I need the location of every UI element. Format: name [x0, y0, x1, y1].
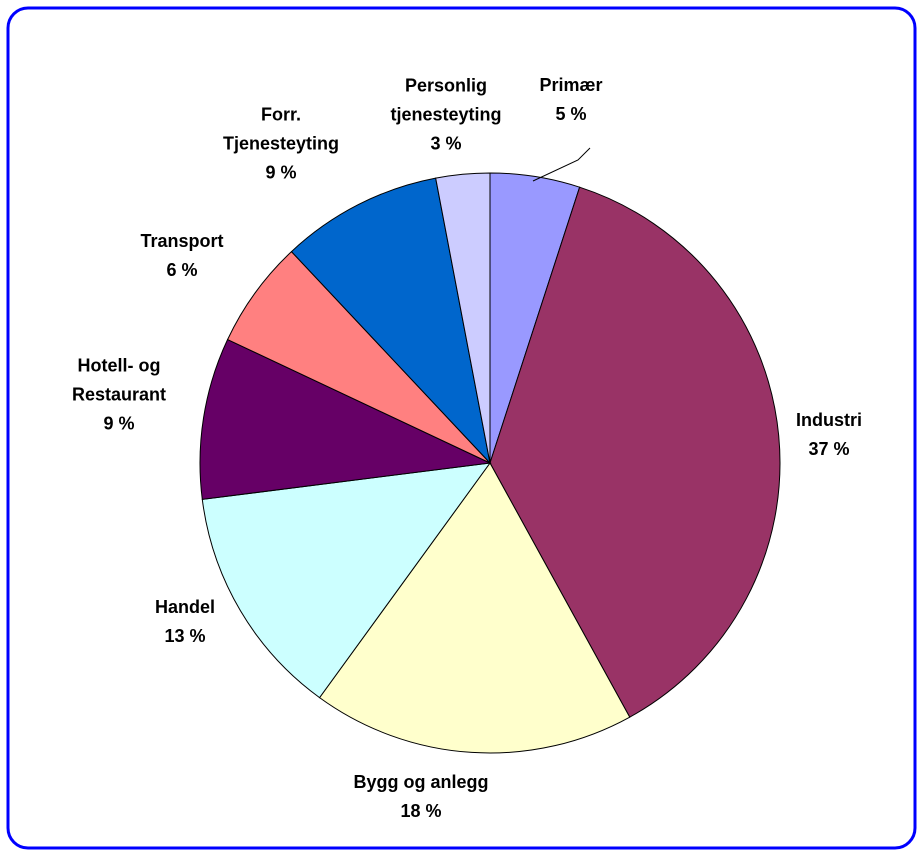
pie-slice [435, 172, 491, 464]
category-label: Forr. Tjenesteyting [222, 104, 340, 154]
pie-slice [201, 462, 492, 699]
leader-line [532, 147, 591, 182]
slice-label: Transport 6 % [140, 227, 223, 285]
pie-slice [290, 177, 491, 465]
category-label: Industri [796, 410, 862, 430]
slice-label: Handel 13 % [155, 593, 215, 651]
value-label: 9 % [265, 162, 297, 183]
pie-slice [199, 338, 492, 500]
category-label: Handel [154, 597, 216, 617]
slice-label: Hotell- og Restaurant 9 % [72, 352, 166, 439]
pie-slice [489, 186, 781, 718]
value-label: 9 % [103, 413, 135, 434]
pie-slice [318, 462, 631, 754]
value-label: 37 % [808, 439, 850, 459]
category-label: Personlig tjenesteyting [390, 75, 502, 125]
value-label: 6 % [166, 260, 198, 280]
value-label: 13 % [164, 626, 206, 646]
category-label: Primær [539, 75, 603, 95]
value-label: 5 % [555, 104, 587, 124]
slice-label: Personlig tjenesteyting 3 % [390, 72, 501, 159]
value-label: 18 % [400, 801, 442, 821]
category-label: Bygg og anlegg [353, 772, 489, 792]
pie [199, 172, 781, 754]
slice-label: Forr. Tjenesteyting 9 % [223, 101, 339, 188]
slice-label: Bygg og anlegg 18 % [354, 768, 489, 826]
category-label: Hotell- og Restaurant [71, 355, 167, 405]
category-label: Transport [140, 231, 224, 251]
slice-label: Primær 5 % [539, 71, 602, 129]
value-label: 3 % [430, 133, 462, 154]
slice-label: Industri 37 % [796, 406, 862, 464]
